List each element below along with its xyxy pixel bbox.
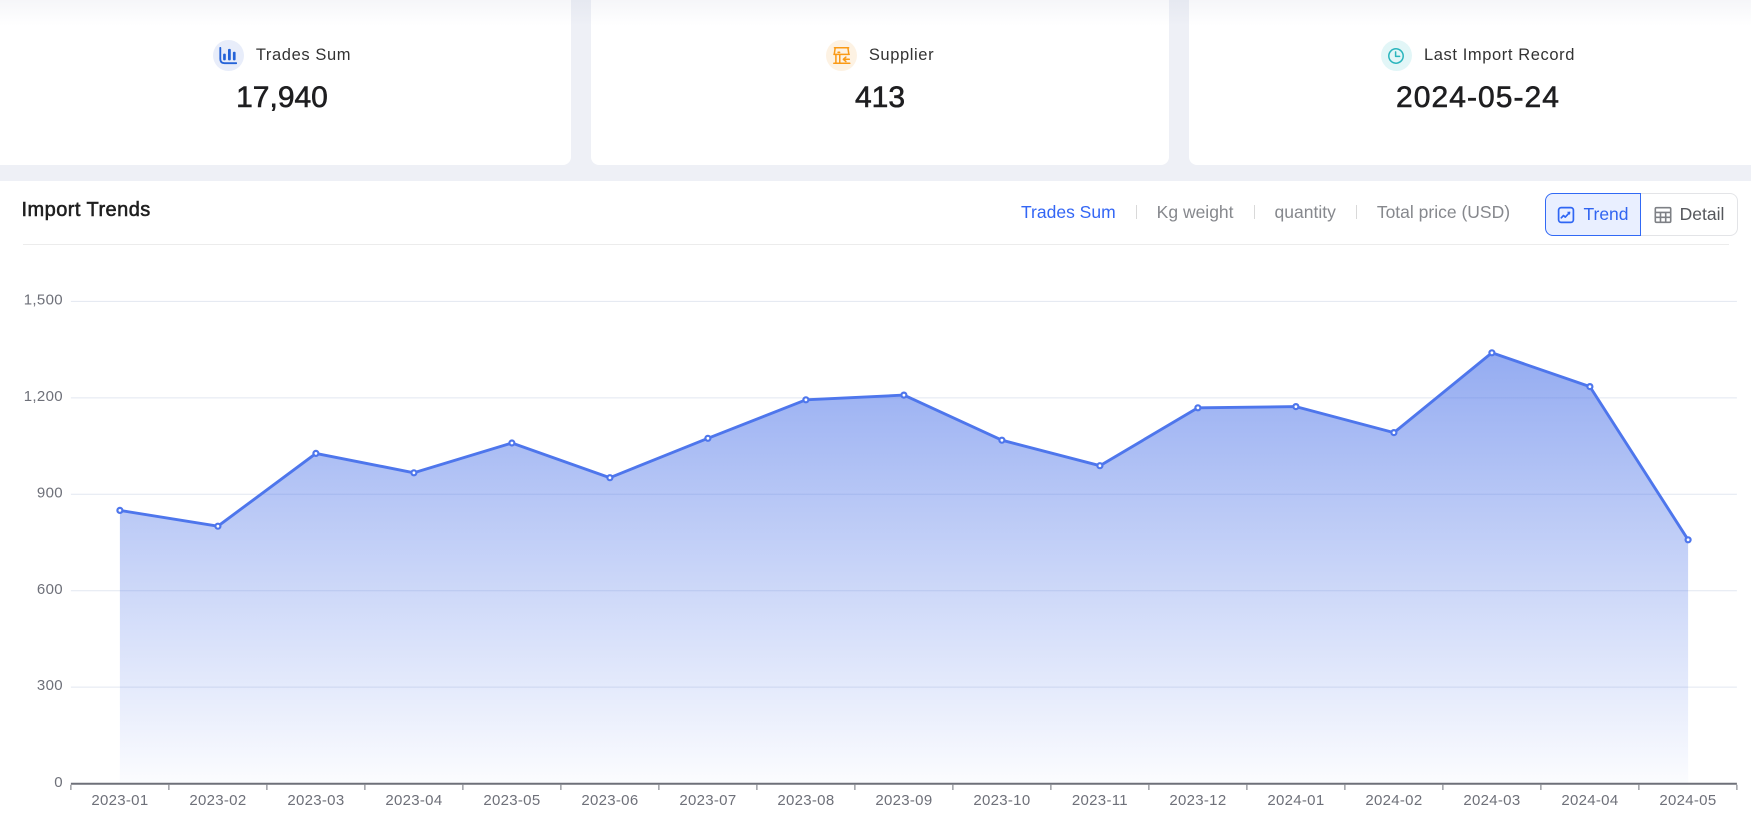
svg-text:2023-11: 2023-11 xyxy=(1072,792,1128,809)
svg-text:1,500: 1,500 xyxy=(24,292,63,309)
svg-text:2023-04: 2023-04 xyxy=(385,792,442,809)
svg-text:900: 900 xyxy=(37,484,63,501)
svg-text:2023-02: 2023-02 xyxy=(189,792,246,809)
svg-text:2023-03: 2023-03 xyxy=(287,792,344,809)
svg-text:2023-10: 2023-10 xyxy=(973,792,1030,809)
svg-text:1,200: 1,200 xyxy=(24,388,63,405)
svg-text:2023-12: 2023-12 xyxy=(1169,792,1226,809)
svg-text:300: 300 xyxy=(37,677,63,694)
svg-text:2023-01: 2023-01 xyxy=(91,792,148,809)
svg-text:2024-05: 2024-05 xyxy=(1659,792,1716,809)
svg-text:600: 600 xyxy=(37,581,63,598)
svg-text:2023-08: 2023-08 xyxy=(777,792,834,809)
svg-text:2024-01: 2024-01 xyxy=(1267,792,1324,809)
svg-text:2024-02: 2024-02 xyxy=(1365,792,1422,809)
svg-text:2024-03: 2024-03 xyxy=(1463,792,1520,809)
svg-text:2023-06: 2023-06 xyxy=(581,792,638,809)
svg-text:2023-09: 2023-09 xyxy=(875,792,932,809)
svg-text:2023-07: 2023-07 xyxy=(679,792,736,809)
svg-text:0: 0 xyxy=(54,774,63,791)
svg-text:2023-05: 2023-05 xyxy=(483,792,540,809)
svg-text:2024-04: 2024-04 xyxy=(1561,792,1618,809)
